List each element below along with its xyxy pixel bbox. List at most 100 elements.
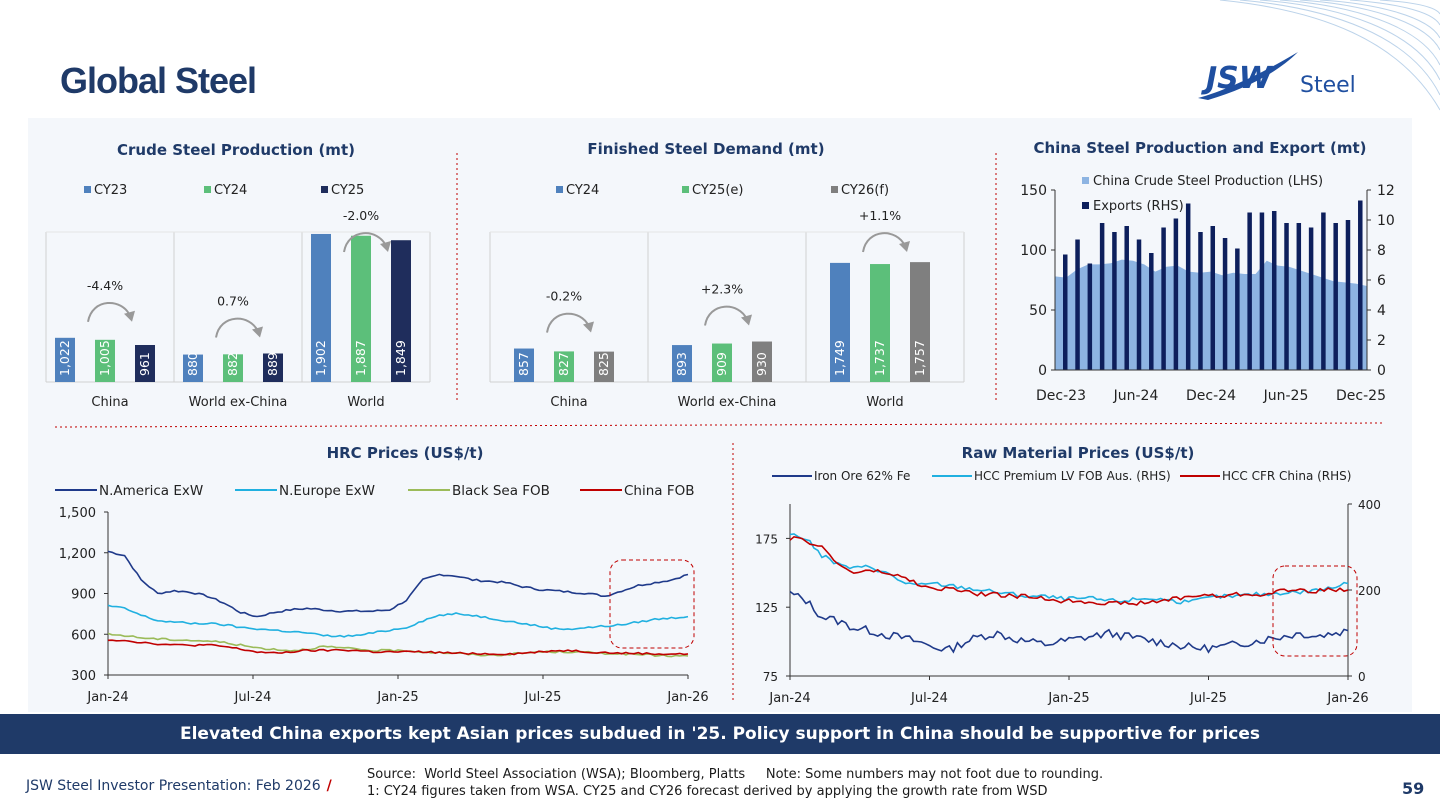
x-tick: Jan-26 [1326,691,1368,706]
export-bar [1185,203,1191,370]
y-left-tick: 75 [763,670,778,684]
x-tick: Jan-24 [768,691,810,706]
bar-CY23-World ex-China [183,354,203,382]
y-right-tick: 4 [1377,303,1386,319]
x-tick: Jul-25 [524,690,562,705]
y-tick: 900 [71,588,96,603]
legend-swatch-exports [1082,202,1089,209]
series-line-HCC CFR China (RHS) [789,535,1349,606]
x-tick: Jul-25 [1189,691,1227,706]
export-bar [1284,223,1289,370]
page-number: 59 [1402,779,1425,798]
legend-swatch-2 [321,186,328,193]
legend-swatch-production [1082,177,1089,184]
x-tick: Dec-25 [1336,388,1386,404]
bar-CY24-China [95,339,115,382]
y-tick: 1,500 [59,506,96,521]
y-tick: 300 [71,669,96,684]
x-tick: Jul-24 [234,690,272,705]
legend-label-0: N.America ExW [99,483,203,499]
china-production-export-chart: 0 50 100 150 0 2 4 6 8 10 12 Dec-23 Jun-24 Dec-24 Jun-… [1020,174,1395,404]
crude-production-chart: CY23 CY24 CY25 China 1,022 1,005 961 -4.4% World… [45,183,431,410]
export-bar [1099,223,1105,370]
hrc-chart-title: HRC Prices (US$/t) [326,444,484,462]
export-bar [1112,232,1117,370]
export-bar [1136,239,1142,370]
decorative-wave-lines [1219,0,1440,111]
x-tick: Jan-26 [666,690,708,705]
x-tick: Jan-24 [86,690,128,705]
bar-CY26(f)-China [594,351,614,382]
legend-label-1: CY25(e) [692,183,743,198]
bar-CY25-China [135,345,155,382]
legend-label-0: Iron Ore 62% Fe [814,469,910,483]
y-right-tick: 10 [1377,213,1395,229]
page-title: Global Steel [60,60,257,101]
bar-CY26(f)-World [910,262,930,382]
demand-chart-title: Finished Steel Demand (mt) [587,140,825,158]
growth-annotation: +2.3% [701,282,743,297]
export-bar [1296,223,1302,370]
export-bar [1222,238,1228,370]
bar-CY23-World [311,233,331,382]
series-line-HCC Premium LV FOB Aus. (RHS) [789,533,1349,605]
y-left-tick: 50 [1029,303,1047,319]
legend-label-production: China Crude Steel Production (LHS) [1093,174,1323,189]
jsw-steel-logo: JSW Steel [1188,50,1358,102]
export-bar [1063,254,1068,370]
category-label: World [347,395,384,410]
bar-CY24-World ex-China [223,354,243,382]
bar-value-label: 961 [137,352,152,376]
export-bar [1358,200,1363,370]
crude-chart-title: Crude Steel Production (mt) [117,141,355,159]
bar-value-label: 827 [556,352,571,376]
growth-annotation: +1.1% [859,208,901,223]
bar-value-label: 1,887 [353,340,368,376]
y-right-tick: 0 [1377,363,1386,379]
bar-CY24-World [351,235,371,382]
legend-label-0: CY23 [94,183,127,198]
category-label: World ex-China [189,395,288,410]
legend-swatch-1 [204,186,211,193]
export-bar [1235,248,1240,370]
y-right-tick: 400 [1358,498,1381,512]
legend-swatch-0 [84,186,91,193]
legend-label-0: CY24 [566,183,599,198]
y-left-tick: 175 [755,532,778,546]
x-tick: Jan-25 [1047,691,1089,706]
category-label: China [550,395,587,410]
bar-CY24-China [514,348,534,382]
bar-value-label: 1,737 [872,340,887,376]
legend-swatch-2 [831,186,838,193]
bar-value-label: 930 [754,352,769,376]
steel-demand-chart: CY24 CY25(e) CY26(f) China 857 827 825 -0.2% Wor… [489,183,965,410]
bar-value-label: 825 [596,352,611,376]
y-left-tick: 125 [755,601,778,615]
bar-value-label: 1,022 [57,340,72,376]
x-tick: Dec-23 [1036,388,1086,404]
bar-value-label: 882 [225,352,240,376]
legend-label-exports: Exports (RHS) [1093,199,1184,214]
export-bar [1345,220,1351,370]
charts-panel [28,118,1412,712]
series-line-N.Europe ExW [107,604,689,638]
legend-swatch-0 [556,186,563,193]
series-line-N.America ExW [107,550,689,618]
y-right-tick: 6 [1377,273,1386,289]
category-label: World [866,395,903,410]
bar-value-label: 1,902 [313,340,328,376]
bar-CY25(e)-World ex-China [712,343,732,382]
export-bar [1259,212,1265,370]
legend-label-1: HCC Premium LV FOB Aus. (RHS) [974,469,1171,483]
legend-label-1: CY24 [214,183,247,198]
y-tick: 1,200 [59,547,96,562]
source-line-2: 1: CY24 figures taken from WSA. CY25 and… [367,784,1048,799]
y-right-tick: 2 [1377,333,1386,349]
export-bar [1210,226,1216,370]
export-bar [1124,226,1129,370]
bar-value-label: 1,005 [97,340,112,376]
x-tick: Dec-24 [1186,388,1236,404]
growth-arrow-icon [215,317,259,338]
y-right-tick: 8 [1377,243,1386,259]
bar-value-label: 880 [185,352,200,376]
